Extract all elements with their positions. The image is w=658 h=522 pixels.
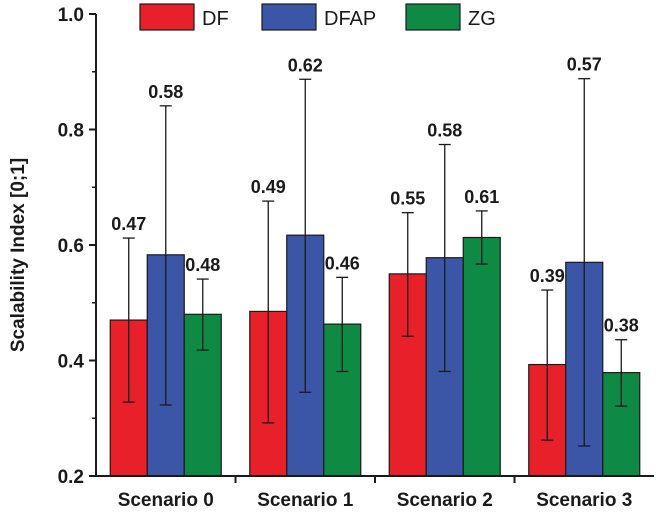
data-label-zg-0: 0.48 (185, 255, 220, 275)
data-label-df-0: 0.47 (111, 214, 146, 234)
legend-item-zg: ZG (405, 3, 496, 31)
legend-swatch (261, 3, 317, 31)
data-label-zg-3: 0.38 (604, 316, 639, 336)
y-tick-label: 0.6 (58, 236, 84, 257)
legend-swatch (139, 3, 195, 31)
error-bars-layer (122, 78, 628, 447)
x-category-label: Scenario 0 (118, 490, 214, 511)
y-axis-title: Scalability Index [0;1] (8, 158, 29, 352)
error-bar-zg-0 (196, 278, 209, 351)
x-category-label: Scenario 2 (397, 490, 493, 511)
axes-layer: 0.2 0.4 0.6 0.8 1.0 Scenario 0 Scenario 1 Scena… (58, 5, 654, 511)
error-bar-zg-2 (475, 210, 488, 265)
data-label-dfap-1: 0.62 (288, 55, 323, 75)
error-bar-df-3 (541, 289, 554, 441)
error-bar-dfap-0 (159, 105, 172, 406)
y-tick-label: 1.0 (58, 5, 84, 26)
bar-zg-2 (462, 236, 501, 477)
error-bar-dfap-2 (438, 143, 451, 373)
y-tick-label: 0.4 (58, 352, 85, 373)
x-category-label: Scenario 1 (257, 490, 354, 511)
data-label-df-3: 0.39 (530, 266, 565, 286)
legend-label: DFAP (324, 8, 376, 30)
error-bar-dfap-1 (299, 78, 312, 393)
data-label-dfap-0: 0.58 (148, 82, 183, 102)
legend-swatch (405, 3, 461, 31)
error-bar-df-0 (122, 237, 135, 403)
data-label-df-1: 0.49 (251, 177, 286, 197)
legend-label: ZG (468, 8, 496, 30)
error-bar-zg-1 (336, 276, 349, 373)
legend: DF DFAP ZG (139, 3, 496, 31)
data-label-zg-1: 0.46 (325, 253, 360, 273)
x-category-label: Scenario 3 (536, 490, 632, 511)
error-bar-df-2 (401, 212, 414, 337)
legend-label: DF (202, 8, 229, 30)
error-bar-df-1 (262, 200, 275, 424)
legend-item-df: DF (139, 3, 229, 31)
legend-item-dfap: DFAP (261, 3, 376, 31)
y-tick-label: 0.2 (58, 467, 84, 488)
error-bar-zg-3 (615, 339, 628, 407)
y-tick-label: 0.8 (58, 121, 84, 142)
data-labels-layer: 0.47 0.49 0.55 0.39 0.58 0.62 0.58 0.57 0.48 0.46… (111, 55, 639, 336)
data-label-zg-2: 0.61 (464, 187, 499, 207)
error-bar-dfap-3 (578, 78, 591, 447)
data-label-df-2: 0.55 (390, 189, 425, 209)
data-label-dfap-3: 0.57 (567, 55, 602, 75)
data-label-dfap-2: 0.58 (427, 121, 462, 141)
